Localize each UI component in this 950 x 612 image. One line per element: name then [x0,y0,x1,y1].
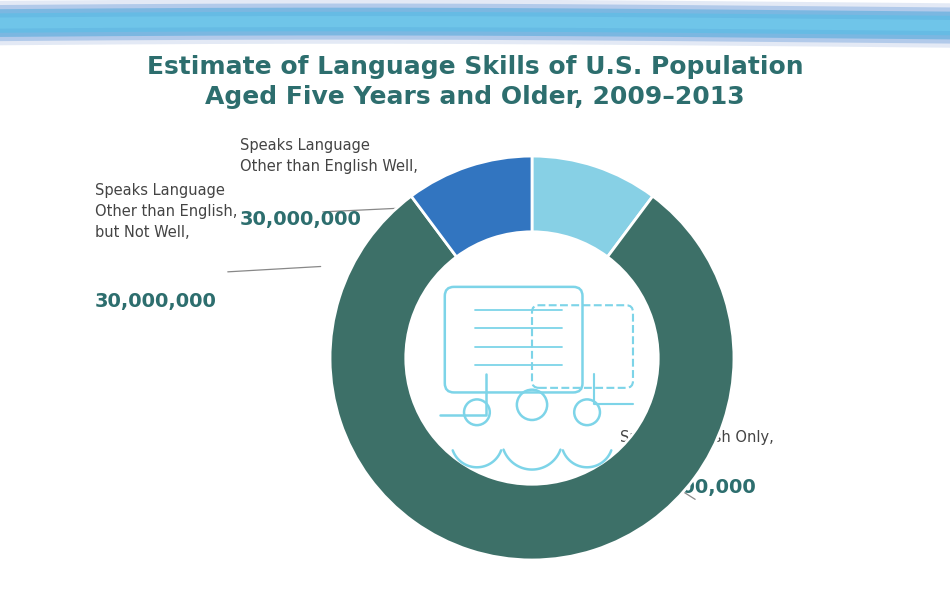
Wedge shape [330,196,734,560]
Text: 30,000,000: 30,000,000 [95,292,217,311]
Text: Speaks Language
Other than English Well,: Speaks Language Other than English Well, [240,138,418,174]
Wedge shape [532,156,653,257]
Text: Speaks Language
Other than English,
but Not Well,: Speaks Language Other than English, but … [95,183,238,240]
Text: 231,000,000: 231,000,000 [620,478,756,497]
Text: Estimate of Language Skills of U.S. Population: Estimate of Language Skills of U.S. Popu… [146,55,804,79]
Text: Aged Five Years and Older, 2009–2013: Aged Five Years and Older, 2009–2013 [205,85,745,109]
Wedge shape [411,156,532,257]
Text: Speaks English Only,: Speaks English Only, [620,430,773,445]
Text: 30,000,000: 30,000,000 [240,210,362,229]
